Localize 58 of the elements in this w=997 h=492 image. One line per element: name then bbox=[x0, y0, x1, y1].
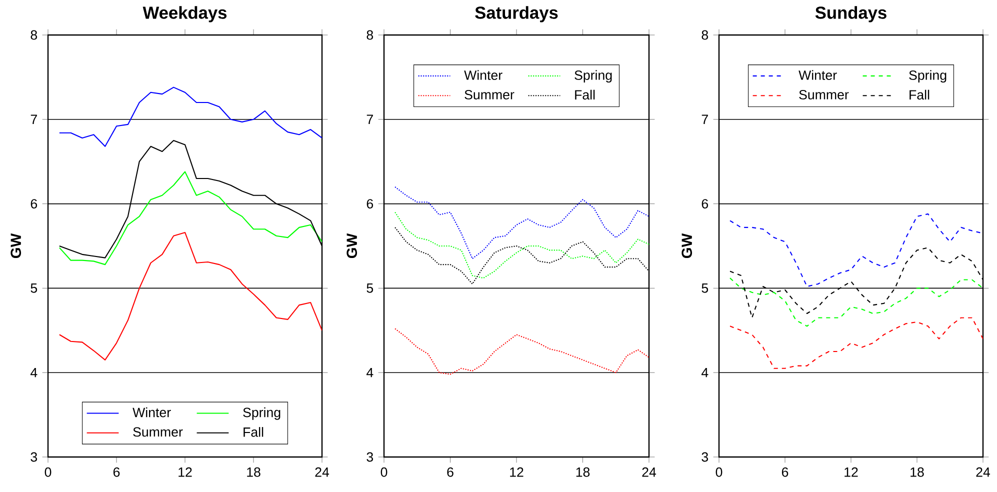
legend-label: Winter bbox=[132, 407, 171, 418]
legend-label: Summer bbox=[133, 427, 183, 437]
legend-label: Winter bbox=[464, 70, 502, 80]
x-tick-label: 18 bbox=[576, 467, 590, 477]
legend-label: Fall bbox=[244, 427, 264, 437]
line-series bbox=[729, 317, 983, 369]
chart-title: Weekdays bbox=[142, 6, 227, 22]
y-tick-label: 5 bbox=[30, 284, 38, 293]
y-tick-label: 6 bbox=[702, 199, 708, 209]
y-axis-title: GW bbox=[10, 233, 22, 258]
legend-label: Fall bbox=[910, 90, 930, 100]
x-tick-label: 0 bbox=[44, 467, 52, 477]
legend-label: Spring bbox=[909, 70, 946, 83]
line-series bbox=[394, 186, 649, 260]
x-tick-label: 12 bbox=[178, 467, 192, 477]
x-tick-label: 6 bbox=[113, 467, 120, 477]
line-series bbox=[58, 232, 322, 360]
y-tick-label: 6 bbox=[30, 199, 38, 209]
legend-label: Summer bbox=[464, 90, 514, 100]
y-tick-label: 3 bbox=[702, 452, 708, 462]
x-tick-label: 12 bbox=[510, 467, 524, 477]
y-tick-label: 7 bbox=[30, 114, 37, 124]
y-tick-label: 7 bbox=[366, 114, 373, 124]
x-tick-label: 24 bbox=[976, 467, 990, 477]
y-axis-title: GW bbox=[682, 233, 692, 258]
y-tick-label: 4 bbox=[701, 368, 708, 378]
y-tick-label: 8 bbox=[702, 30, 708, 40]
y-tick-label: 8 bbox=[366, 30, 374, 40]
line-series bbox=[58, 86, 322, 147]
x-tick-label: 6 bbox=[782, 467, 788, 477]
line-series bbox=[729, 213, 983, 288]
y-tick-label: 3 bbox=[366, 452, 374, 462]
y-tick-label: 3 bbox=[30, 452, 38, 462]
x-tick-label: 18 bbox=[910, 467, 924, 477]
y-tick-label: 7 bbox=[702, 114, 708, 124]
chart-title: Saturdays bbox=[475, 6, 558, 22]
y-tick-label: 5 bbox=[702, 284, 708, 293]
y-tick-label: 5 bbox=[366, 284, 374, 293]
y-tick-label: 4 bbox=[30, 368, 38, 378]
y-tick-label: 4 bbox=[366, 368, 374, 378]
x-tick-label: 12 bbox=[844, 467, 858, 477]
legend-label: Fall bbox=[575, 90, 595, 100]
legend-label: Summer bbox=[799, 90, 849, 100]
x-tick-label: 24 bbox=[642, 467, 656, 477]
x-tick-label: 0 bbox=[380, 467, 388, 477]
legend-label: Spring bbox=[574, 70, 612, 83]
line-series bbox=[394, 212, 649, 279]
legend-label: Spring bbox=[243, 407, 280, 420]
y-axis-title: GW bbox=[346, 233, 358, 258]
chart-title: Sundays bbox=[815, 6, 886, 22]
x-tick-label: 18 bbox=[247, 467, 260, 477]
y-tick-label: 6 bbox=[366, 199, 374, 209]
line-series bbox=[58, 171, 322, 266]
y-tick-label: 8 bbox=[30, 30, 38, 40]
x-tick-label: 6 bbox=[447, 467, 454, 477]
x-tick-label: 24 bbox=[315, 467, 330, 477]
legend-label: Winter bbox=[798, 70, 837, 80]
x-tick-label: 0 bbox=[716, 467, 722, 477]
